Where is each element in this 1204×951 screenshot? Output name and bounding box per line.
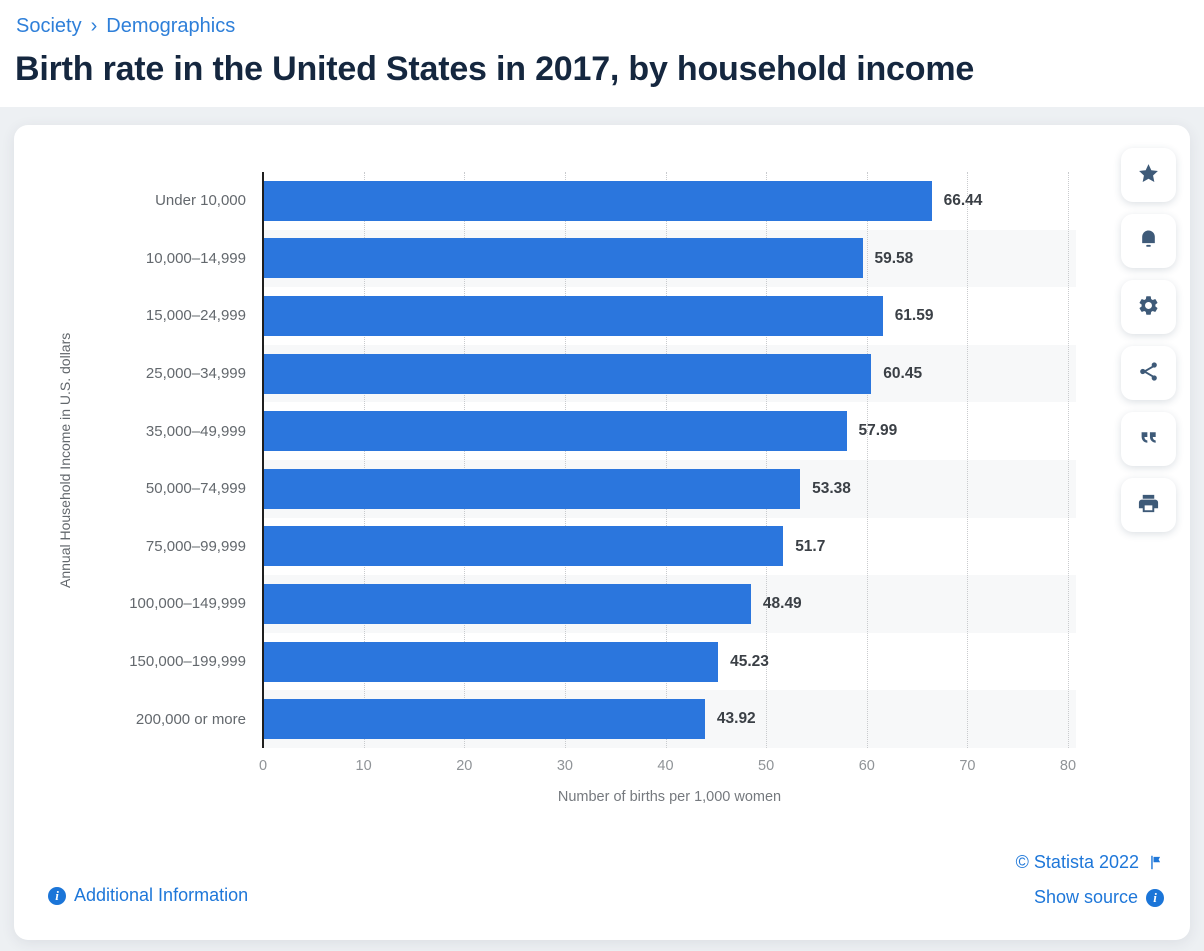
- gridline: [464, 172, 466, 748]
- value-label: 43.92: [716, 710, 756, 728]
- info-icon: i: [1146, 888, 1164, 907]
- share-button[interactable]: [1121, 346, 1176, 400]
- chart-toolbar: [1121, 148, 1176, 544]
- bar[interactable]: [263, 296, 883, 336]
- show-source-link[interactable]: Show source i: [1034, 887, 1164, 908]
- value-label: 53.38: [812, 480, 851, 497]
- y-axis-label: Annual Household Income in U.S. dollars: [57, 332, 73, 588]
- y-axis-line: [262, 172, 264, 748]
- value-label: 51.7: [795, 537, 826, 555]
- breadcrumb-separator: ›: [90, 15, 98, 37]
- x-tick-label: 70: [959, 758, 976, 774]
- star-icon: [1137, 162, 1160, 188]
- x-tick-label: 80: [1059, 758, 1077, 774]
- category-label: 100,000–149,999: [129, 595, 246, 613]
- value-label: 61.59: [894, 307, 934, 325]
- bar[interactable]: [263, 353, 872, 394]
- x-tick-label: 20: [456, 758, 473, 774]
- bar[interactable]: [263, 584, 751, 624]
- category-label: Under 10,000: [155, 192, 246, 210]
- alert-button[interactable]: [1121, 214, 1176, 268]
- category-label: 200,000 or more: [135, 710, 246, 728]
- value-label: 45.23: [730, 652, 769, 670]
- category-label: 15,000–24,999: [145, 307, 246, 325]
- share-icon: [1137, 360, 1160, 386]
- settings-button[interactable]: [1121, 280, 1176, 334]
- bar[interactable]: [263, 641, 719, 682]
- show-source-text: Show source: [1033, 887, 1138, 907]
- x-tick-label: 50: [758, 758, 775, 774]
- gear-icon: [1137, 294, 1160, 320]
- gridline: [665, 172, 667, 748]
- additional-information-text: Additional Information: [74, 885, 249, 905]
- category-labels: Under 10,000 10,000–14,999 15,000–24,999 25…: [102, 172, 246, 748]
- breadcrumb: Society › Demographics: [16, 15, 235, 38]
- print-button[interactable]: [1121, 478, 1176, 532]
- gridline: [564, 172, 566, 748]
- bar[interactable]: [263, 411, 847, 452]
- x-tick-label: 40: [657, 758, 674, 774]
- printer-icon: [1137, 492, 1160, 518]
- bar[interactable]: [263, 526, 784, 567]
- bell-icon: [1137, 228, 1160, 254]
- cite-button[interactable]: [1121, 412, 1176, 466]
- flag-icon: [1147, 854, 1164, 871]
- bar[interactable]: [263, 699, 705, 740]
- favorite-button[interactable]: [1121, 148, 1176, 202]
- category-label: 10,000–14,999: [145, 249, 246, 267]
- breadcrumb-link-society[interactable]: Society: [16, 15, 82, 37]
- value-label: 59.58: [874, 249, 914, 267]
- bar[interactable]: [263, 180, 932, 221]
- copyright-link[interactable]: © Statista 2022: [1016, 852, 1164, 873]
- quote-icon: [1137, 426, 1160, 452]
- gridline: [363, 172, 365, 748]
- info-icon: i: [48, 886, 66, 905]
- category-label: 150,000–199,999: [129, 653, 246, 671]
- x-tick-label: 0: [258, 758, 268, 774]
- gridline: [766, 172, 768, 748]
- x-axis-ticks: 0 10 20 30 40 50 60 70 80: [259, 758, 1077, 778]
- page-title: Birth rate in the United States in 2017,…: [15, 50, 975, 88]
- chart-card: Annual Household Income in U.S. dollars …: [14, 125, 1190, 940]
- breadcrumb-link-demographics[interactable]: Demographics: [106, 15, 236, 37]
- category-label: 35,000–49,999: [145, 422, 246, 440]
- copyright-text: © Statista 2022: [1015, 852, 1139, 872]
- bar[interactable]: [263, 238, 863, 279]
- category-label: 50,000–74,999: [145, 480, 246, 498]
- category-label: 25,000–34,999: [145, 365, 246, 383]
- x-tick-label: 10: [355, 758, 372, 774]
- bar[interactable]: [263, 468, 801, 509]
- value-label: 60.45: [883, 364, 923, 382]
- x-axis-label: Number of births per 1,000 women: [557, 789, 782, 805]
- x-tick-label: 30: [556, 758, 573, 774]
- value-label: 57.99: [858, 422, 898, 440]
- gridline: [866, 172, 868, 748]
- gridline: [1068, 172, 1069, 748]
- plot-area: 66.44 59.58 61.59 60.45 57.99 53.38 51.7 48.49 4…: [262, 172, 1076, 748]
- value-label: 48.49: [762, 595, 802, 613]
- value-label: 66.44: [943, 192, 983, 209]
- additional-information-link[interactable]: i Additional Information: [48, 885, 248, 906]
- gridline: [967, 172, 969, 748]
- category-label: 75,000–99,999: [145, 537, 246, 555]
- x-tick-label: 60: [858, 758, 875, 774]
